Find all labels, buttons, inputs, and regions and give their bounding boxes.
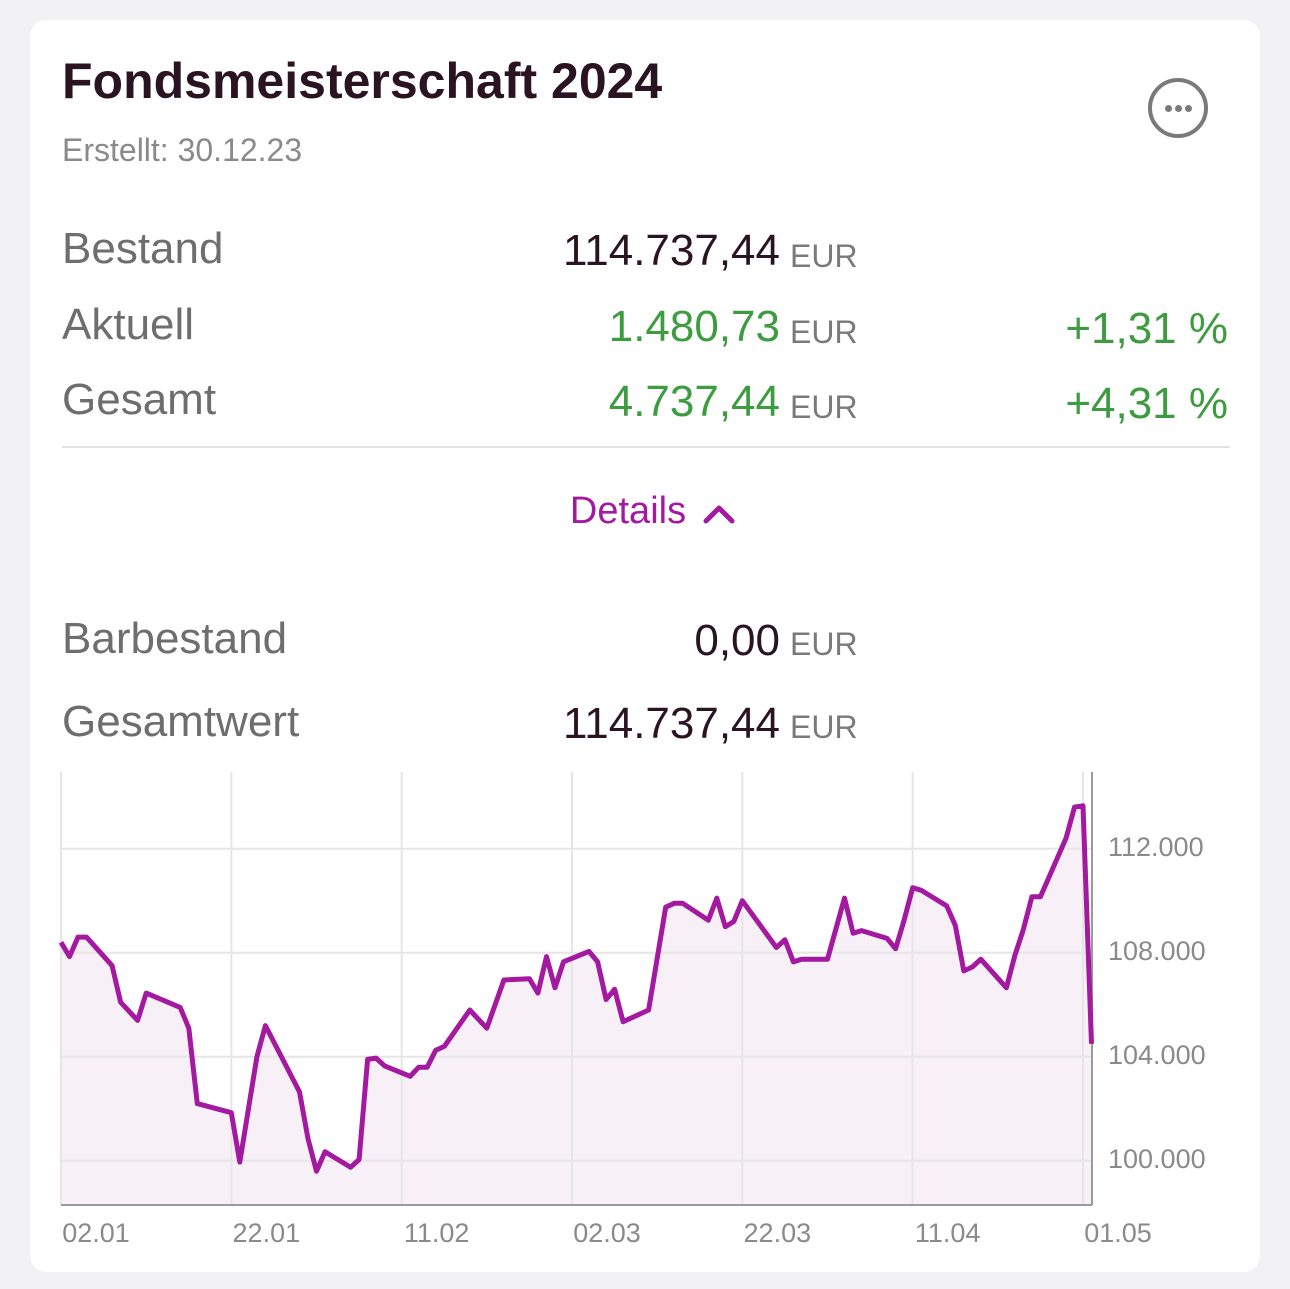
chevron-up bbox=[703, 505, 735, 524]
row-change: +4,31 % bbox=[1065, 379, 1228, 428]
row-label: Barbestand bbox=[62, 614, 288, 663]
row-value: 114.737,44 bbox=[563, 226, 780, 275]
row-label: Aktuell bbox=[62, 300, 195, 349]
row-change: +1,31 % bbox=[1065, 304, 1228, 353]
details-toggle[interactable]: Details bbox=[30, 490, 1260, 533]
portfolio-card: Fondsmeisterschaft 2024 Erstellt: 30.12.… bbox=[30, 20, 1260, 1272]
row-value: 0,00 bbox=[694, 616, 780, 665]
divider bbox=[62, 446, 1230, 448]
row-label: Gesamtwert bbox=[62, 697, 300, 746]
row-value: 4.737,44 bbox=[608, 377, 780, 426]
row-value: 1.480,73 bbox=[608, 302, 780, 351]
details-label[interactable]: Details bbox=[569, 490, 687, 532]
row-unit: EUR bbox=[790, 626, 858, 662]
row-unit: EUR bbox=[790, 314, 858, 350]
row-label: Bestand bbox=[62, 224, 224, 273]
row-unit: EUR bbox=[790, 709, 858, 745]
row-unit: EUR bbox=[790, 238, 858, 274]
row-unit: EUR bbox=[790, 389, 858, 425]
row-value: 114.737,44 bbox=[563, 699, 780, 748]
more-button[interactable] bbox=[1148, 78, 1208, 138]
subtitle: Erstellt: 30.12.23 bbox=[62, 132, 303, 168]
row-label: Gesamt bbox=[62, 375, 217, 424]
title: Fondsmeisterschaft 2024 bbox=[62, 53, 663, 109]
